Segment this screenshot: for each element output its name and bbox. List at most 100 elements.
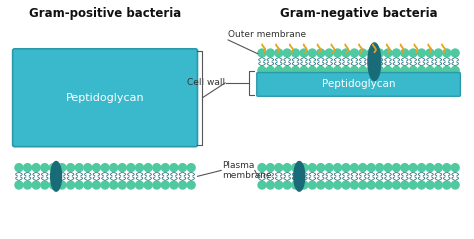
Circle shape: [317, 181, 325, 189]
Circle shape: [443, 181, 451, 189]
Circle shape: [334, 66, 342, 74]
Circle shape: [153, 164, 161, 172]
Circle shape: [443, 66, 451, 74]
Circle shape: [451, 49, 459, 57]
Circle shape: [375, 49, 383, 57]
Circle shape: [275, 181, 283, 189]
Circle shape: [292, 66, 300, 74]
Circle shape: [443, 49, 451, 57]
Text: Plasma
membrane: Plasma membrane: [222, 161, 272, 180]
Text: Gram-negative bacteria: Gram-negative bacteria: [280, 7, 438, 20]
Circle shape: [109, 164, 118, 172]
Circle shape: [170, 181, 178, 189]
Circle shape: [266, 164, 274, 172]
Circle shape: [24, 164, 31, 172]
Circle shape: [283, 49, 291, 57]
Circle shape: [317, 49, 325, 57]
Circle shape: [41, 164, 49, 172]
Circle shape: [418, 164, 426, 172]
Circle shape: [342, 164, 350, 172]
Circle shape: [75, 164, 83, 172]
FancyBboxPatch shape: [257, 73, 460, 96]
Circle shape: [342, 49, 350, 57]
Circle shape: [101, 181, 109, 189]
Circle shape: [109, 181, 118, 189]
Circle shape: [41, 181, 49, 189]
Circle shape: [49, 164, 57, 172]
Circle shape: [84, 164, 92, 172]
Circle shape: [367, 164, 375, 172]
Circle shape: [275, 164, 283, 172]
Circle shape: [350, 164, 358, 172]
Circle shape: [375, 66, 383, 74]
Circle shape: [392, 49, 401, 57]
Circle shape: [392, 181, 401, 189]
Circle shape: [67, 164, 74, 172]
Circle shape: [136, 181, 144, 189]
Circle shape: [367, 181, 375, 189]
Circle shape: [179, 164, 187, 172]
Circle shape: [392, 164, 401, 172]
Ellipse shape: [368, 43, 381, 81]
Circle shape: [384, 181, 392, 189]
Circle shape: [334, 49, 342, 57]
Circle shape: [359, 49, 367, 57]
Circle shape: [367, 49, 375, 57]
Circle shape: [317, 66, 325, 74]
Circle shape: [24, 181, 31, 189]
Circle shape: [309, 49, 316, 57]
Circle shape: [401, 49, 409, 57]
Circle shape: [32, 181, 40, 189]
Circle shape: [401, 66, 409, 74]
Circle shape: [258, 49, 266, 57]
Circle shape: [350, 66, 358, 74]
Circle shape: [127, 181, 135, 189]
Circle shape: [300, 49, 308, 57]
Circle shape: [258, 66, 266, 74]
Circle shape: [309, 181, 316, 189]
Circle shape: [384, 66, 392, 74]
Circle shape: [409, 164, 417, 172]
Circle shape: [325, 181, 333, 189]
Circle shape: [258, 164, 266, 172]
Circle shape: [409, 181, 417, 189]
Circle shape: [418, 181, 426, 189]
Circle shape: [384, 49, 392, 57]
Circle shape: [92, 164, 100, 172]
Circle shape: [359, 66, 367, 74]
Circle shape: [309, 164, 316, 172]
Circle shape: [334, 164, 342, 172]
Circle shape: [15, 181, 23, 189]
Circle shape: [359, 181, 367, 189]
Circle shape: [144, 164, 152, 172]
Circle shape: [435, 164, 442, 172]
Ellipse shape: [51, 162, 62, 191]
Circle shape: [275, 66, 283, 74]
Circle shape: [426, 66, 434, 74]
Circle shape: [84, 181, 92, 189]
Text: Cell wall: Cell wall: [187, 78, 225, 87]
Circle shape: [283, 181, 291, 189]
Circle shape: [342, 66, 350, 74]
Circle shape: [292, 49, 300, 57]
Circle shape: [384, 164, 392, 172]
Circle shape: [179, 181, 187, 189]
Circle shape: [144, 181, 152, 189]
Circle shape: [75, 181, 83, 189]
Circle shape: [309, 66, 316, 74]
Text: Gram-positive bacteria: Gram-positive bacteria: [29, 7, 181, 20]
Circle shape: [435, 49, 442, 57]
Circle shape: [418, 49, 426, 57]
Circle shape: [300, 181, 308, 189]
Circle shape: [401, 164, 409, 172]
Circle shape: [300, 66, 308, 74]
Circle shape: [127, 164, 135, 172]
Circle shape: [325, 49, 333, 57]
Circle shape: [334, 181, 342, 189]
Circle shape: [426, 164, 434, 172]
Circle shape: [275, 49, 283, 57]
Circle shape: [58, 181, 66, 189]
Ellipse shape: [294, 162, 305, 191]
Circle shape: [426, 181, 434, 189]
Circle shape: [187, 181, 195, 189]
